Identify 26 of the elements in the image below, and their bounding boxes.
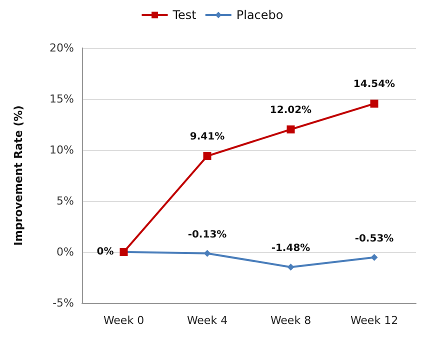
point	[286, 125, 295, 134]
point	[203, 152, 212, 160]
data-label: -0.13%	[188, 229, 227, 240]
y-tick-label: 20%	[50, 42, 74, 54]
legend-label: Placebo	[236, 8, 284, 22]
y-tick-label: 10%	[50, 144, 74, 156]
legend-label: Test	[172, 8, 197, 22]
point	[370, 100, 378, 108]
data-label: 12.02%	[270, 104, 312, 116]
data-label: -1.48%	[271, 243, 310, 254]
x-tick-label: Week 8	[270, 314, 312, 327]
data-label: 0%	[96, 246, 114, 258]
x-tick-label: Week 0	[103, 314, 144, 327]
point	[287, 264, 294, 271]
point	[370, 254, 378, 261]
point	[204, 250, 211, 257]
data-label: -0.53%	[354, 233, 394, 244]
data-label: 14.54%	[353, 79, 396, 90]
y-tick-label: 15%	[50, 92, 74, 106]
y-tick-label: 5%	[56, 194, 74, 208]
y-tick-label: 0%	[56, 246, 74, 258]
y-tick-label: -5%	[52, 296, 74, 310]
x-tick-label: Week 4	[186, 314, 228, 327]
data-label: 9.41%	[190, 132, 225, 143]
y-axis-title: Improvement Rate (%)	[12, 105, 25, 246]
x-tick-label: Week 12	[350, 314, 398, 327]
